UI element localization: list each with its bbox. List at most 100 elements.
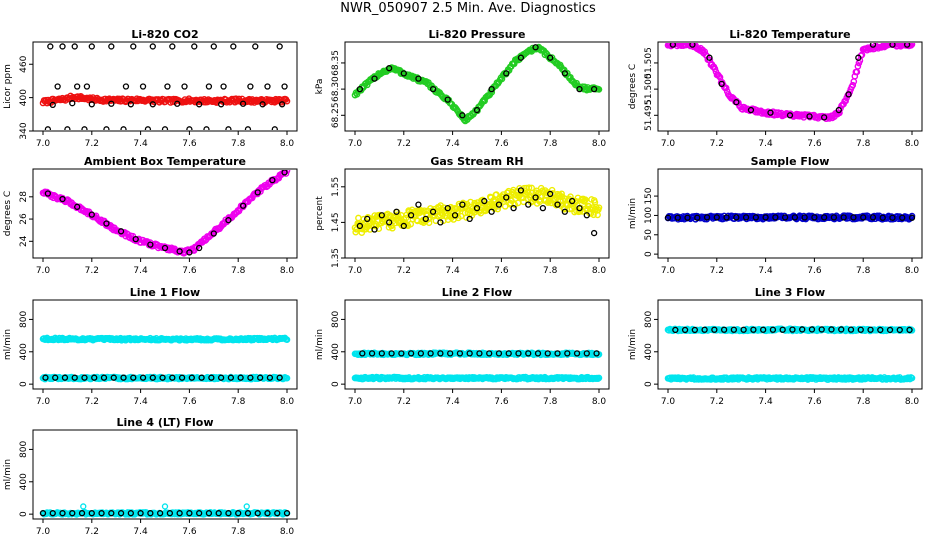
data-point bbox=[590, 211, 597, 219]
x-tick-label: 7.0 bbox=[661, 266, 676, 276]
data-point bbox=[83, 83, 91, 90]
x-tick-label: 8.0 bbox=[280, 527, 295, 537]
data-point bbox=[181, 83, 188, 90]
data-point bbox=[488, 208, 495, 215]
data-point bbox=[906, 326, 913, 334]
x-tick-label: 7.0 bbox=[36, 527, 51, 537]
y-axis-label: ml/min bbox=[628, 329, 638, 360]
y-axis-label: kPa bbox=[315, 79, 325, 95]
series-co2-10s bbox=[39, 92, 291, 107]
data-point bbox=[368, 350, 376, 357]
data-point bbox=[733, 99, 740, 106]
data-point bbox=[388, 350, 395, 357]
x-tick-label: 7.0 bbox=[36, 397, 51, 407]
series-pressure-10s bbox=[351, 43, 603, 125]
data-point bbox=[120, 126, 127, 130]
data-point bbox=[564, 350, 571, 357]
x-tick-label: 8.0 bbox=[280, 397, 295, 407]
y-axis-label: ml/min bbox=[3, 459, 13, 490]
data-point bbox=[722, 84, 730, 92]
y-tick-label: 100 bbox=[644, 207, 654, 224]
data-point bbox=[130, 374, 137, 381]
data-point bbox=[703, 214, 711, 221]
data-point bbox=[459, 112, 466, 119]
data-point bbox=[554, 350, 561, 357]
data-point bbox=[283, 336, 291, 343]
x-tick-label: 8.0 bbox=[280, 139, 295, 149]
y-axis-label: ml/min bbox=[628, 198, 638, 229]
data-point bbox=[164, 83, 171, 90]
x-tick-label: 7.6 bbox=[807, 397, 822, 407]
data-point bbox=[220, 83, 227, 90]
data-point bbox=[427, 350, 434, 357]
chart-title: Line 1 Flow bbox=[130, 286, 200, 299]
data-point bbox=[378, 212, 385, 219]
plot-frame bbox=[344, 168, 610, 259]
data-point bbox=[855, 54, 862, 61]
x-tick-label: 7.2 bbox=[397, 266, 411, 276]
data-point bbox=[169, 374, 176, 381]
x-tick-label: 7.2 bbox=[710, 139, 724, 149]
data-point bbox=[71, 374, 78, 381]
plot-frame bbox=[657, 41, 923, 132]
data-point bbox=[896, 326, 903, 334]
x-tick-label: 7.8 bbox=[231, 527, 246, 537]
data-point bbox=[534, 350, 542, 357]
y-axis-label: ml/min bbox=[3, 329, 13, 360]
data-point bbox=[476, 350, 483, 357]
data-point bbox=[156, 510, 164, 517]
data-point bbox=[733, 214, 740, 221]
data-point bbox=[205, 83, 213, 90]
plot-frame bbox=[32, 41, 298, 132]
data-point bbox=[400, 222, 407, 230]
data-point bbox=[398, 350, 405, 357]
data-point bbox=[595, 204, 603, 211]
data-point bbox=[149, 43, 156, 50]
y-tick-label: 800 bbox=[644, 311, 654, 328]
y-tick-label: 68.25 bbox=[331, 102, 341, 128]
data-point bbox=[664, 214, 672, 221]
data-point bbox=[264, 83, 271, 90]
y-tick-label: 51.500 bbox=[644, 73, 654, 105]
data-point bbox=[908, 327, 916, 334]
data-point bbox=[558, 190, 565, 198]
data-point bbox=[889, 43, 896, 48]
data-point bbox=[711, 65, 719, 73]
y-axis-label: Licor ppm bbox=[3, 64, 13, 109]
chart-line3: Line 3 Flow ml/min 7.0 7.2 7.4 7.6 7.8 8.0 0 400 8… bbox=[628, 286, 923, 407]
series-line4-spikes bbox=[80, 503, 250, 510]
data-point bbox=[828, 326, 835, 333]
data-point bbox=[456, 350, 464, 357]
data-point bbox=[691, 326, 698, 334]
x-tick-label: 7.6 bbox=[182, 266, 197, 276]
series-ambient-ave bbox=[44, 170, 288, 256]
chart-line2: Line 2 Flow ml/min 7.0 7.2 7.4 7.6 7.8 8.0 0 400 8… bbox=[315, 286, 610, 407]
data-point bbox=[444, 96, 451, 103]
data-point bbox=[486, 350, 493, 357]
data-point bbox=[706, 54, 713, 61]
data-point bbox=[139, 374, 147, 381]
data-point bbox=[196, 510, 203, 517]
data-point bbox=[544, 350, 551, 357]
y-tick-label: 24 bbox=[19, 235, 29, 247]
data-point bbox=[371, 75, 378, 82]
x-tick-label: 8.0 bbox=[905, 139, 920, 149]
data-point bbox=[781, 214, 789, 221]
data-point bbox=[407, 350, 415, 357]
data-point bbox=[375, 225, 383, 233]
data-point bbox=[821, 214, 828, 221]
data-point bbox=[715, 72, 723, 80]
data-point bbox=[356, 222, 364, 230]
data-point bbox=[510, 205, 517, 212]
data-point bbox=[386, 219, 393, 226]
data-point bbox=[49, 101, 56, 109]
data-point bbox=[203, 126, 210, 130]
x-tick-label: 7.0 bbox=[36, 139, 51, 149]
data-point bbox=[417, 350, 425, 357]
data-point bbox=[386, 65, 393, 72]
x-tick-label: 7.4 bbox=[133, 527, 148, 537]
data-point bbox=[576, 85, 583, 93]
data-point bbox=[429, 208, 437, 215]
data-point bbox=[720, 326, 728, 333]
